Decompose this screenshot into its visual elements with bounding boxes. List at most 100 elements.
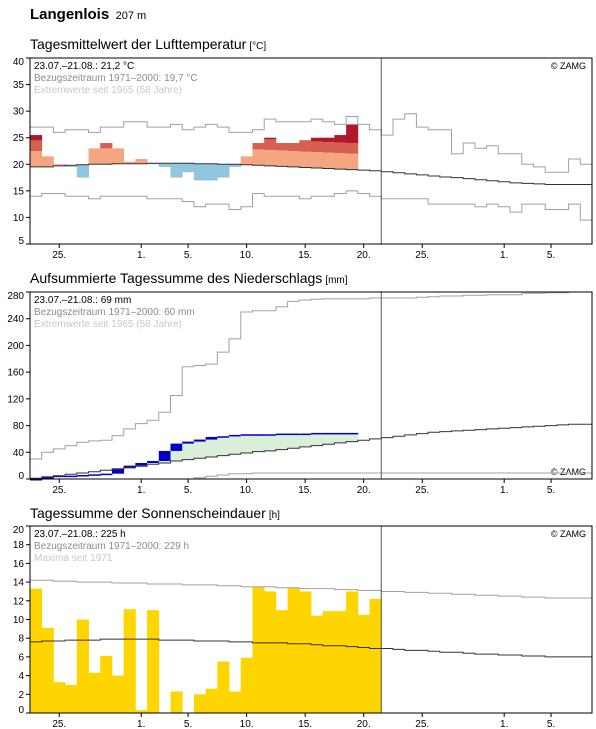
temp-bar-veryhot-23 [299, 140, 312, 141]
temp-bar-warm-26 [334, 153, 347, 170]
precip-bar-3 [65, 475, 78, 478]
temp-bar-warm-2 [53, 164, 66, 166]
precip-surplus-fill-16 [217, 436, 230, 456]
precipitation-xtick-label-1: 1. [500, 485, 508, 496]
temperature-xtick-label-20: 20. [357, 250, 371, 261]
temp-bar-cold-15 [205, 179, 218, 181]
temp-bar-warm-20 [264, 149, 277, 166]
precipitation-copyright: © ZAMG [551, 467, 586, 477]
precipitation-unit: [mm] [325, 275, 348, 286]
precip-bar-0 [30, 479, 43, 481]
sunshine-xtick-label-25: 25. [52, 719, 66, 729]
temp-bar-hot-22 [287, 143, 300, 151]
temp-bar-warm-19 [252, 149, 265, 166]
precip-surplus-fill-13 [182, 441, 195, 460]
temp-bar-veryhot-0 [30, 135, 43, 141]
sunshine-bar-21 [275, 610, 288, 713]
temp-bar-cool-17 [229, 164, 242, 167]
precipitation-title-text: Aufsummierte Tagessumme des Niederschlag… [30, 270, 323, 286]
sunshine-xtick-label-1: 1. [137, 719, 145, 729]
sunshine-legend-line-1: 23.07.–21.08.: 225 h [34, 529, 126, 540]
sunshine-xtick-label-20: 20. [357, 719, 371, 729]
precip-surplus-fill-15 [205, 436, 218, 457]
sunshine-xtick-label-5: 5. [184, 719, 192, 729]
sunshine-ytick-label-8: 8 [18, 634, 24, 645]
temperature-title-text: Tagesmittelwert der Lufttemperatur [30, 36, 247, 52]
temp-bar-warm-24 [311, 152, 324, 169]
precipitation-ytick-label-200: 200 [7, 341, 24, 352]
sunshine-bar-28 [357, 614, 370, 713]
precipitation-ytick-label-160: 160 [7, 368, 24, 379]
temperature-copyright: © ZAMG [551, 61, 586, 71]
temp-bar-cool-12 [170, 163, 183, 178]
temperature-legend-line-1: 23.07.–21.08.: 21,2 °C [34, 61, 134, 72]
precipitation-legend-line-1: 23.07.–21.08.: 69 mm [34, 295, 131, 306]
sunshine-bar-4 [76, 619, 89, 713]
sunshine-ytick-label-18: 18 [13, 540, 25, 551]
precip-surplus-fill-23 [299, 433, 312, 447]
sunshine-maxima-line [30, 579, 592, 599]
sunshine-bar-15 [205, 688, 218, 713]
temperature-xtick-label-5: 5. [184, 250, 192, 261]
precipitation-ytick-label-0: 0 [18, 471, 24, 482]
temp-bar-hot-21 [275, 143, 288, 151]
sunshine-title-text: Tagessumme der Sonnenscheindauer [30, 505, 266, 521]
temp-extreme-min-line [30, 190, 592, 221]
temp-bar-veryhot-27 [346, 124, 359, 144]
sunshine-bar-2 [53, 682, 66, 713]
temperature-xtick-label-1: 1. [137, 250, 145, 261]
precip-bar-6 [100, 473, 113, 476]
temperature-panel-title: Tagesmittelwert der Lufttemperatur [°C] [30, 36, 266, 52]
precipitation-xtick-label-15: 15. [298, 485, 312, 496]
precip-surplus-fill-19 [252, 434, 265, 452]
precipitation-xtick-label-5: 5. [184, 485, 192, 496]
precip-bar-11 [158, 450, 171, 461]
precip-bar-17 [229, 434, 242, 437]
temp-extreme-max-line [30, 113, 592, 173]
precip-bar-18 [240, 434, 253, 436]
temp-normal-line [30, 162, 592, 185]
station-name: Langenlois [30, 6, 110, 23]
sunshine-bar-22 [287, 587, 300, 713]
precipitation-xtick-label-1: 1. [137, 485, 145, 496]
temp-bar-veryhot-20 [264, 137, 277, 140]
precip-bar-25 [322, 432, 335, 435]
temperature-legend-line-2: Bezugszeitraum 1971–2000: 19,7 °C [34, 73, 198, 84]
precip-bar-8 [123, 465, 136, 469]
precip-surplus-fill-21 [275, 433, 288, 450]
temperature-ytick-label-10: 10 [13, 213, 25, 224]
temp-bar-cool-4 [76, 164, 89, 178]
precip-bar-20 [264, 434, 277, 436]
precipitation-frame [29, 291, 593, 480]
sunshine-bar-10 [147, 610, 160, 713]
precip-bar-13 [182, 441, 195, 444]
sunshine-bar-16 [217, 661, 230, 713]
temp-bar-hot-6 [100, 143, 113, 149]
temperature-unit: [°C] [249, 41, 267, 52]
sunshine-ytick-label-12: 12 [13, 596, 25, 607]
sunshine-bar-27 [346, 591, 359, 713]
sunshine-xtick-label-5: 5. [547, 719, 555, 729]
precipitation-plot-area [30, 292, 592, 479]
temp-bar-warm-1 [41, 156, 54, 167]
sunshine-xtick-label-1: 1. [500, 719, 508, 729]
temperature-ytick-label-35: 35 [13, 80, 25, 91]
station-elevation: 207 m [115, 10, 147, 22]
sunshine-frame [29, 525, 593, 714]
sunshine-bar-17 [229, 691, 242, 713]
sunshine-bar-29 [369, 598, 382, 713]
temp-bar-cool-10 [147, 163, 160, 165]
sunshine-copyright: © ZAMG [551, 529, 586, 539]
sunshine-xtick-label-25: 25. [415, 719, 429, 729]
temp-bar-veryhot-24 [311, 137, 324, 142]
precip-surplus-fill-24 [311, 432, 324, 446]
temp-bar-hot-27 [346, 143, 359, 154]
temperature-legend-line-3: Extremwerte seit 1965 (58 Jahre) [34, 85, 182, 96]
sunshine-bar-25 [322, 611, 335, 713]
temperature-xtick-label-5: 5. [547, 250, 555, 261]
precipitation-ytick-label-120: 120 [7, 394, 24, 405]
precip-bar-21 [275, 433, 288, 436]
temp-bar-hot-0 [30, 140, 43, 151]
station-header: Langenlois 207 m [30, 6, 146, 24]
precip-surplus-fill-18 [240, 434, 253, 453]
